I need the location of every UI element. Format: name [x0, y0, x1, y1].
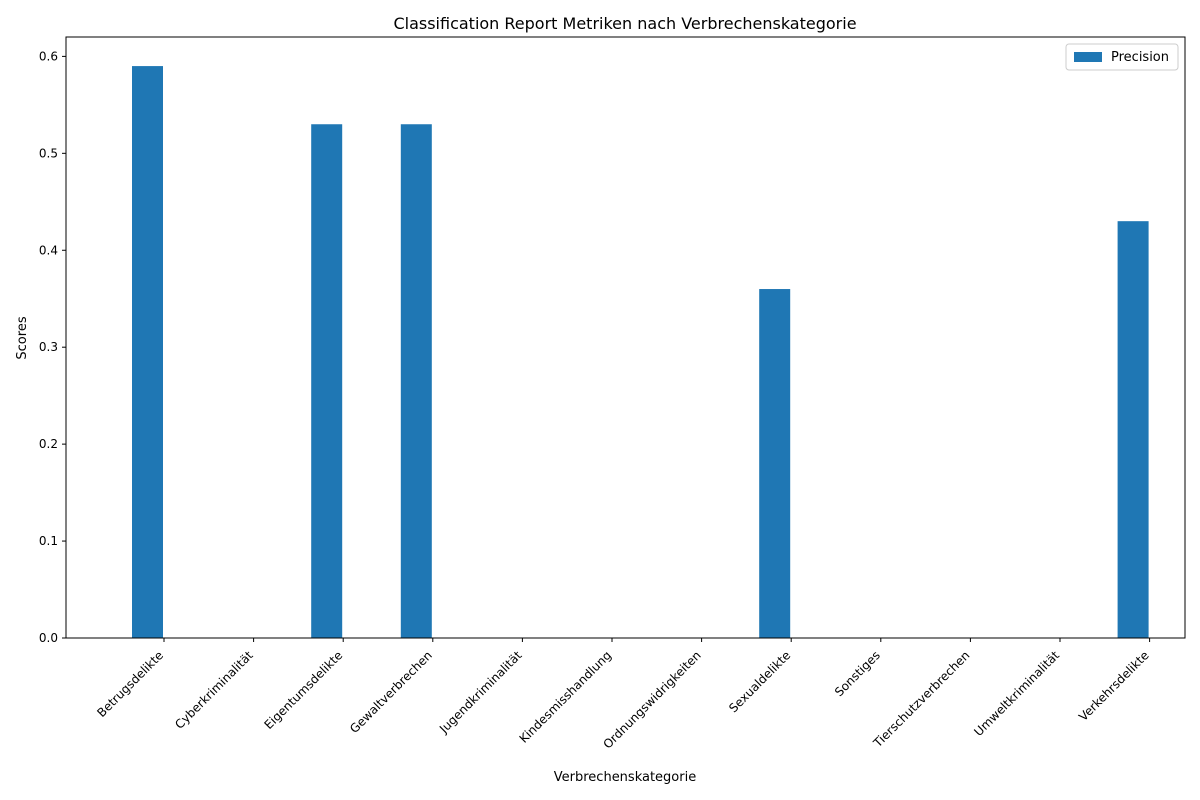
bar [1117, 221, 1149, 638]
y-tick-label: 0.5 [39, 146, 58, 160]
y-tick-label: 0.3 [39, 340, 58, 354]
bar [132, 66, 163, 639]
x-tick-label: Kindesmisshandlung [517, 648, 615, 746]
bar [759, 289, 791, 638]
x-tick-label: Verkehrsdelikte [1076, 648, 1152, 724]
x-tick-label: Sexualdelikte [726, 648, 793, 715]
bar [311, 124, 343, 638]
y-tick-label: 0.2 [39, 437, 58, 451]
y-tick-label: 0.1 [39, 534, 58, 548]
plot-area: 0.0 0.1 0.2 0.3 0.4 0.5 0.6 Betrugsdelikte Cyber… [39, 49, 1152, 751]
x-tick-label: Jugendkriminalität [436, 648, 525, 737]
x-tick-label: Betrugsdelikte [94, 648, 166, 720]
x-tick-label: Tierschutzverbrechen [870, 648, 973, 751]
legend: Precision [1065, 43, 1179, 71]
x-tick-label: Gewaltverbrechen [347, 648, 435, 736]
x-tick-label: Ordnungswidrigkeiten [600, 648, 703, 751]
bar [400, 124, 432, 638]
x-tick-label: Sonstiges [832, 648, 883, 699]
plot-frame [65, 36, 1186, 639]
chart-title: Classification Report Metriken nach Verb… [393, 14, 856, 33]
legend-swatch [1074, 52, 1102, 62]
x-tick-label: Cyberkriminalität [172, 648, 256, 732]
y-tick-label: 0.0 [39, 631, 58, 645]
y-tick-label: 0.6 [39, 49, 58, 63]
x-axis-label: Verbrechenskategorie [554, 770, 696, 785]
x-tick-label: Eigentumsdelikte [262, 648, 346, 732]
x-tick-label: Umweltkriminalität [971, 648, 1062, 739]
legend-label: Precision [1111, 50, 1169, 65]
legend-box [1065, 43, 1179, 71]
y-tick-label: 0.4 [39, 243, 58, 257]
y-axis-label: Scores [15, 316, 30, 359]
